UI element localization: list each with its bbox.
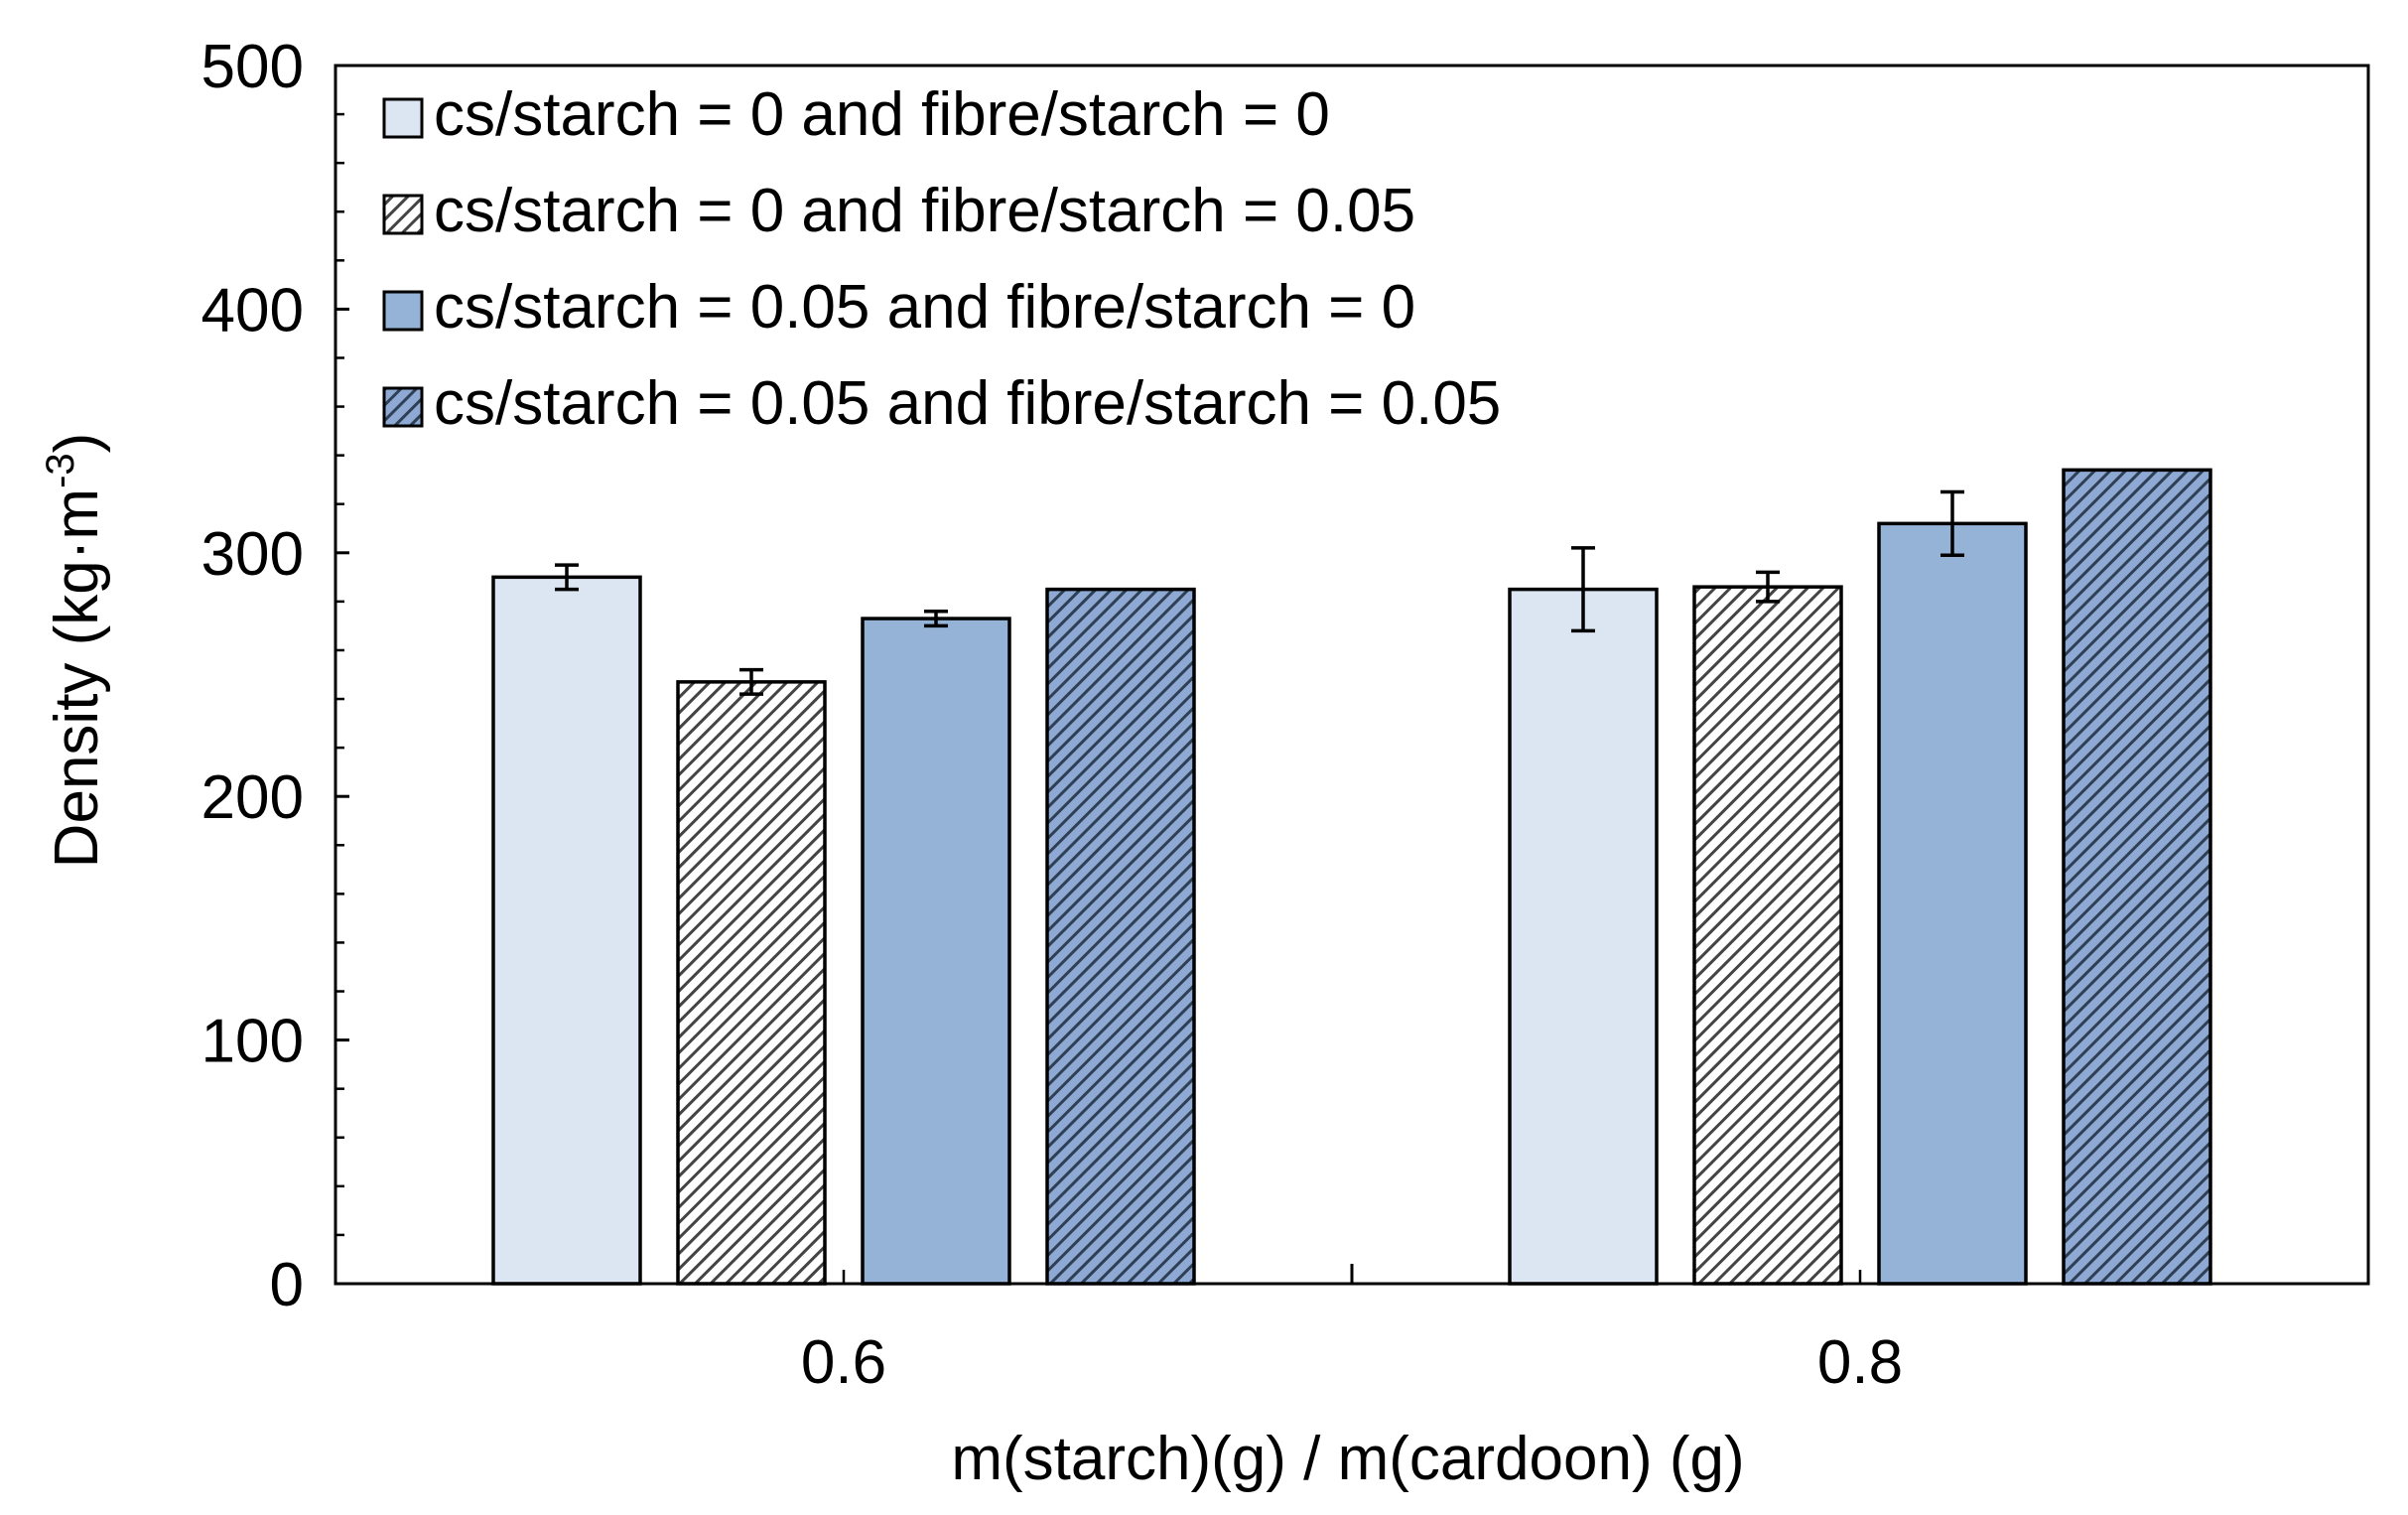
bar — [1045, 587, 1196, 1286]
bar — [2062, 468, 2212, 1286]
bar — [861, 617, 1011, 1286]
bar — [676, 680, 827, 1286]
legend-label: cs/starch = 0.05 and fibre/starch = 0.05 — [434, 369, 1501, 438]
y-tick-label: 200 — [201, 763, 304, 832]
bar — [1692, 585, 1843, 1286]
y-tick-label: 500 — [201, 33, 304, 101]
bar — [1508, 587, 1659, 1286]
y-tick-label: 400 — [201, 276, 304, 344]
y-tick-label: 100 — [201, 1008, 304, 1076]
legend-swatch — [382, 290, 424, 332]
legend-label: cs/starch = 0 and fibre/starch = 0.05 — [434, 177, 1415, 245]
y-axis-title-superscript: -3 — [39, 453, 82, 488]
y-axis-title-end: ) — [43, 433, 111, 454]
legend-swatch — [382, 194, 424, 235]
legend-label: cs/starch = 0 and fibre/starch = 0 — [434, 80, 1330, 149]
legend: cs/starch = 0 and fibre/starch = 0 cs/sta… — [382, 80, 1501, 438]
x-tick-label: 0.8 — [1817, 1328, 1903, 1397]
legend-label: cs/starch = 0.05 and fibre/starch = 0 — [434, 273, 1415, 342]
x-tick-label: 0.6 — [801, 1328, 886, 1397]
x-axis-title: m(starch)(g) / m(cardoon) (g) — [951, 1425, 1744, 1493]
legend-swatch — [382, 97, 424, 139]
legend-swatch — [382, 386, 424, 428]
y-axis-title: Density (kg·m-3) — [39, 433, 111, 869]
y-tick-label: 300 — [201, 520, 304, 589]
bar — [1877, 521, 2028, 1286]
bar — [491, 575, 642, 1286]
y-axis-title-main: Density (kg·m — [43, 488, 111, 868]
axis-labels: m(starch)(g) / m(cardoon) (g) Density (k… — [39, 433, 1745, 1493]
plot-area: 0 100 200 300 400 500 0.6 0.8 — [201, 33, 2370, 1397]
y-tick-label: 0 — [270, 1251, 304, 1319]
